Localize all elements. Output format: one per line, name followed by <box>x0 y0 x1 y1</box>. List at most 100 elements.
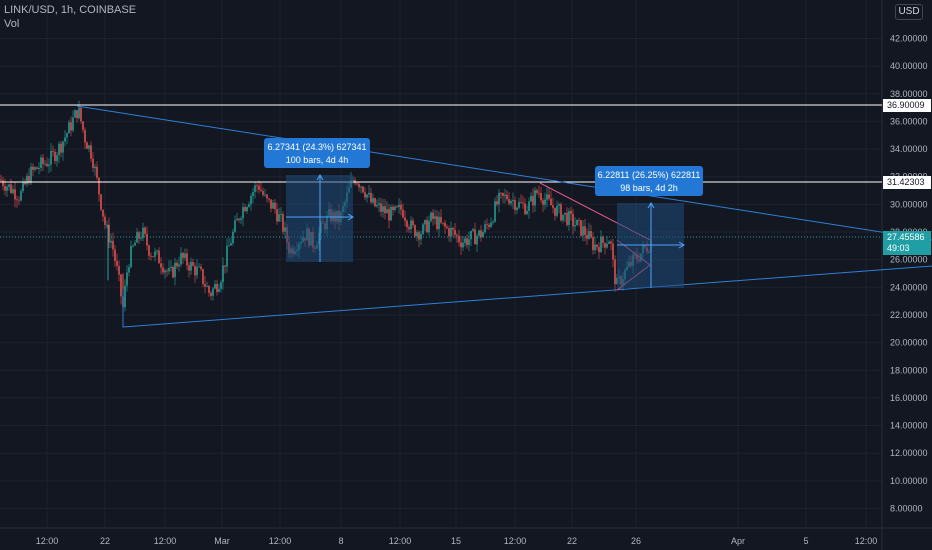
candle-body <box>574 225 576 227</box>
symbol-title[interactable]: LINK/USD, 1h, COINBASE <box>4 4 137 16</box>
badge-bg <box>883 176 931 189</box>
candle-body <box>182 252 184 258</box>
candle-body <box>128 267 130 273</box>
candle-body <box>40 157 42 168</box>
candle-body <box>560 204 562 221</box>
callout-line-1: 6.27341 (24.3%) 627341 <box>267 142 366 152</box>
candle-body <box>508 199 510 204</box>
candle-body <box>432 212 434 219</box>
candle-body <box>366 194 368 198</box>
candle-body <box>498 192 500 205</box>
candle-body <box>596 244 598 248</box>
x-tick-label: Apr <box>731 536 745 546</box>
candle-body <box>266 194 268 199</box>
candle-body <box>30 166 32 184</box>
candle-body <box>396 206 398 208</box>
candle-body <box>178 264 180 267</box>
candle-body <box>282 213 284 232</box>
badge-bg <box>883 231 931 255</box>
candle-body <box>124 285 126 308</box>
candle-body <box>150 255 152 257</box>
candle-body <box>280 213 282 215</box>
candle-body <box>528 201 530 211</box>
candle-body <box>368 192 370 195</box>
candle-body <box>16 199 18 201</box>
y-tick-label: 38.00000 <box>890 89 928 99</box>
y-tick-label: 34.00000 <box>890 144 928 154</box>
candle-body <box>512 199 514 202</box>
callout-line-2: 98 bars, 4d 2h <box>620 183 678 193</box>
candle-body <box>242 207 244 219</box>
candle-body <box>518 202 520 208</box>
callout-line-2: 100 bars, 4d 4h <box>286 155 349 165</box>
candle-body <box>614 259 616 285</box>
x-tick-label: 12:00 <box>154 536 177 546</box>
candle-body <box>380 203 382 212</box>
candle-body <box>8 184 10 187</box>
candle-body <box>246 206 248 212</box>
candle-body <box>270 199 272 209</box>
candle-body <box>446 226 448 229</box>
candle-body <box>284 227 286 232</box>
candle-body <box>486 224 488 226</box>
candle-body <box>110 240 112 243</box>
candle-body <box>278 214 280 222</box>
candle-body <box>2 180 4 187</box>
candle-body <box>418 232 420 240</box>
candle-body <box>230 243 232 246</box>
candle-body <box>210 292 212 296</box>
candle-body <box>538 192 540 194</box>
candle-body <box>252 192 254 196</box>
candle-body <box>546 194 548 200</box>
candle-body <box>414 225 416 237</box>
candle-body <box>176 262 178 267</box>
candle-body <box>220 282 222 289</box>
candle-body <box>378 203 380 205</box>
candle-body <box>384 206 386 214</box>
candle-body <box>454 229 456 235</box>
candle-body <box>584 226 586 236</box>
candle-body <box>104 216 106 225</box>
candle-body <box>248 204 250 207</box>
candle-body <box>576 219 578 226</box>
candle-body <box>98 177 100 195</box>
candle-body <box>120 274 122 297</box>
candle-body <box>172 266 174 278</box>
candle-body <box>208 286 210 293</box>
candle-body <box>232 231 234 244</box>
candle-body <box>262 191 264 195</box>
x-tick-label: 12:00 <box>36 536 59 546</box>
candle-body <box>86 142 88 149</box>
candle-body <box>564 212 566 215</box>
candle-body <box>582 226 584 236</box>
candle-body <box>382 206 384 212</box>
candle-body <box>12 189 14 193</box>
candle-body <box>406 220 408 228</box>
volume-indicator-label[interactable]: Vol <box>4 18 20 30</box>
level-badge-mid: 31.42303 <box>883 176 931 189</box>
candle-body <box>360 186 362 188</box>
candle-body <box>442 222 444 224</box>
candle-body <box>534 190 536 206</box>
candle-body <box>234 220 236 232</box>
candle-body <box>372 198 374 203</box>
candle-body <box>222 265 224 283</box>
candle-body <box>404 217 406 221</box>
candle-body <box>356 183 358 185</box>
candle-body <box>532 195 534 206</box>
candle-body <box>450 227 452 237</box>
candle-body <box>492 221 494 223</box>
currency-button[interactable]: USD <box>895 4 923 20</box>
candle-body <box>388 209 390 221</box>
candle-body <box>570 211 572 214</box>
candle-body <box>494 201 496 222</box>
candle-body <box>94 166 96 169</box>
candle-body <box>568 211 570 225</box>
candle-body <box>148 245 150 256</box>
y-tick-label: 12.00000 <box>890 448 928 458</box>
candle-body <box>236 218 238 221</box>
candle-body <box>608 241 610 244</box>
